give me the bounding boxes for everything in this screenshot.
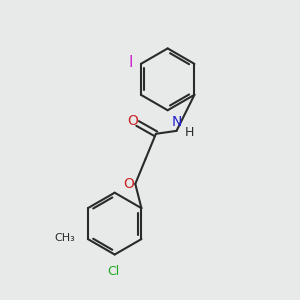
Text: I: I (128, 55, 133, 70)
Text: H: H (185, 126, 194, 139)
Text: O: O (127, 114, 138, 128)
Text: N: N (171, 115, 182, 128)
Text: Cl: Cl (107, 265, 119, 278)
Text: O: O (123, 177, 134, 191)
Text: CH₃: CH₃ (54, 232, 75, 243)
